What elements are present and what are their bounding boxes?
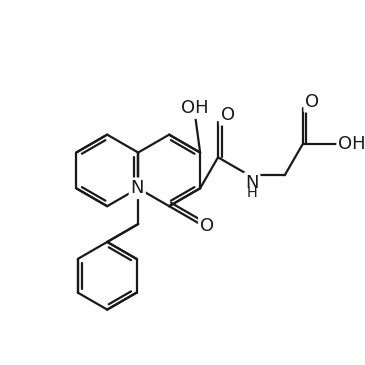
Text: N: N [245, 174, 259, 192]
Text: O: O [220, 106, 235, 124]
Text: H: H [246, 186, 257, 200]
Text: O: O [200, 217, 214, 235]
Text: N: N [130, 179, 144, 197]
Text: OH: OH [181, 99, 209, 117]
Text: O: O [305, 93, 319, 111]
Text: OH: OH [338, 135, 365, 153]
